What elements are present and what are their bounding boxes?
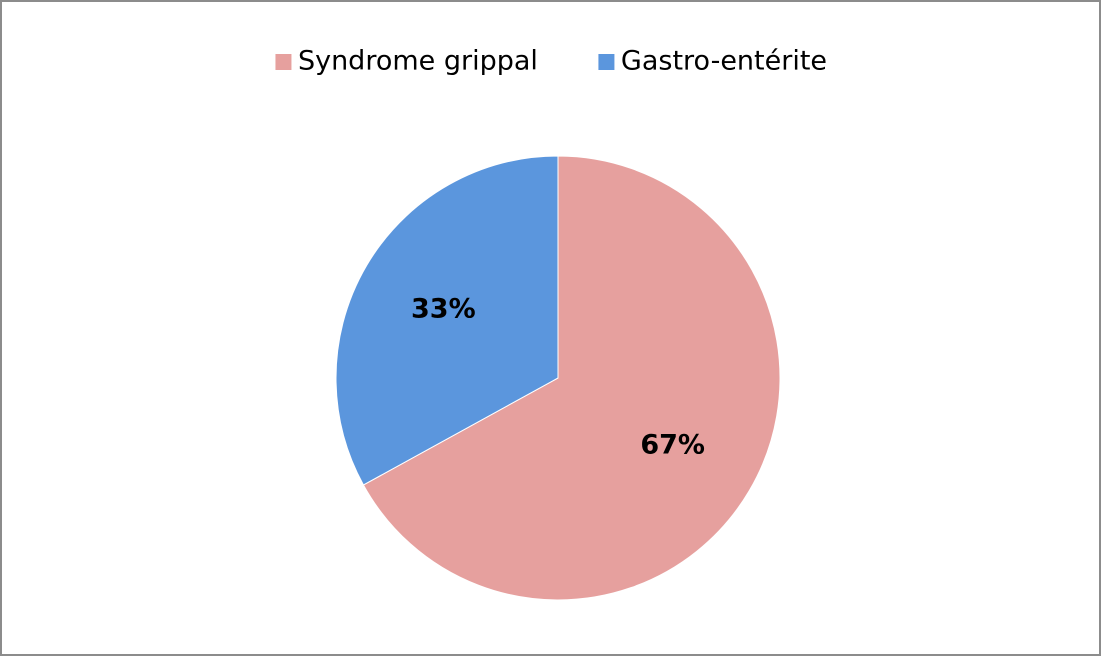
- legend-swatch: [597, 53, 616, 71]
- pie-slice: [335, 155, 559, 486]
- legend-swatch: [274, 53, 293, 71]
- pie-slice: [362, 155, 781, 601]
- legend-label: Syndrome grippal: [298, 46, 538, 77]
- data-label: 33%: [411, 294, 476, 325]
- data-label: 67%: [640, 429, 705, 460]
- legend-label: Gastro-entérite: [621, 46, 827, 77]
